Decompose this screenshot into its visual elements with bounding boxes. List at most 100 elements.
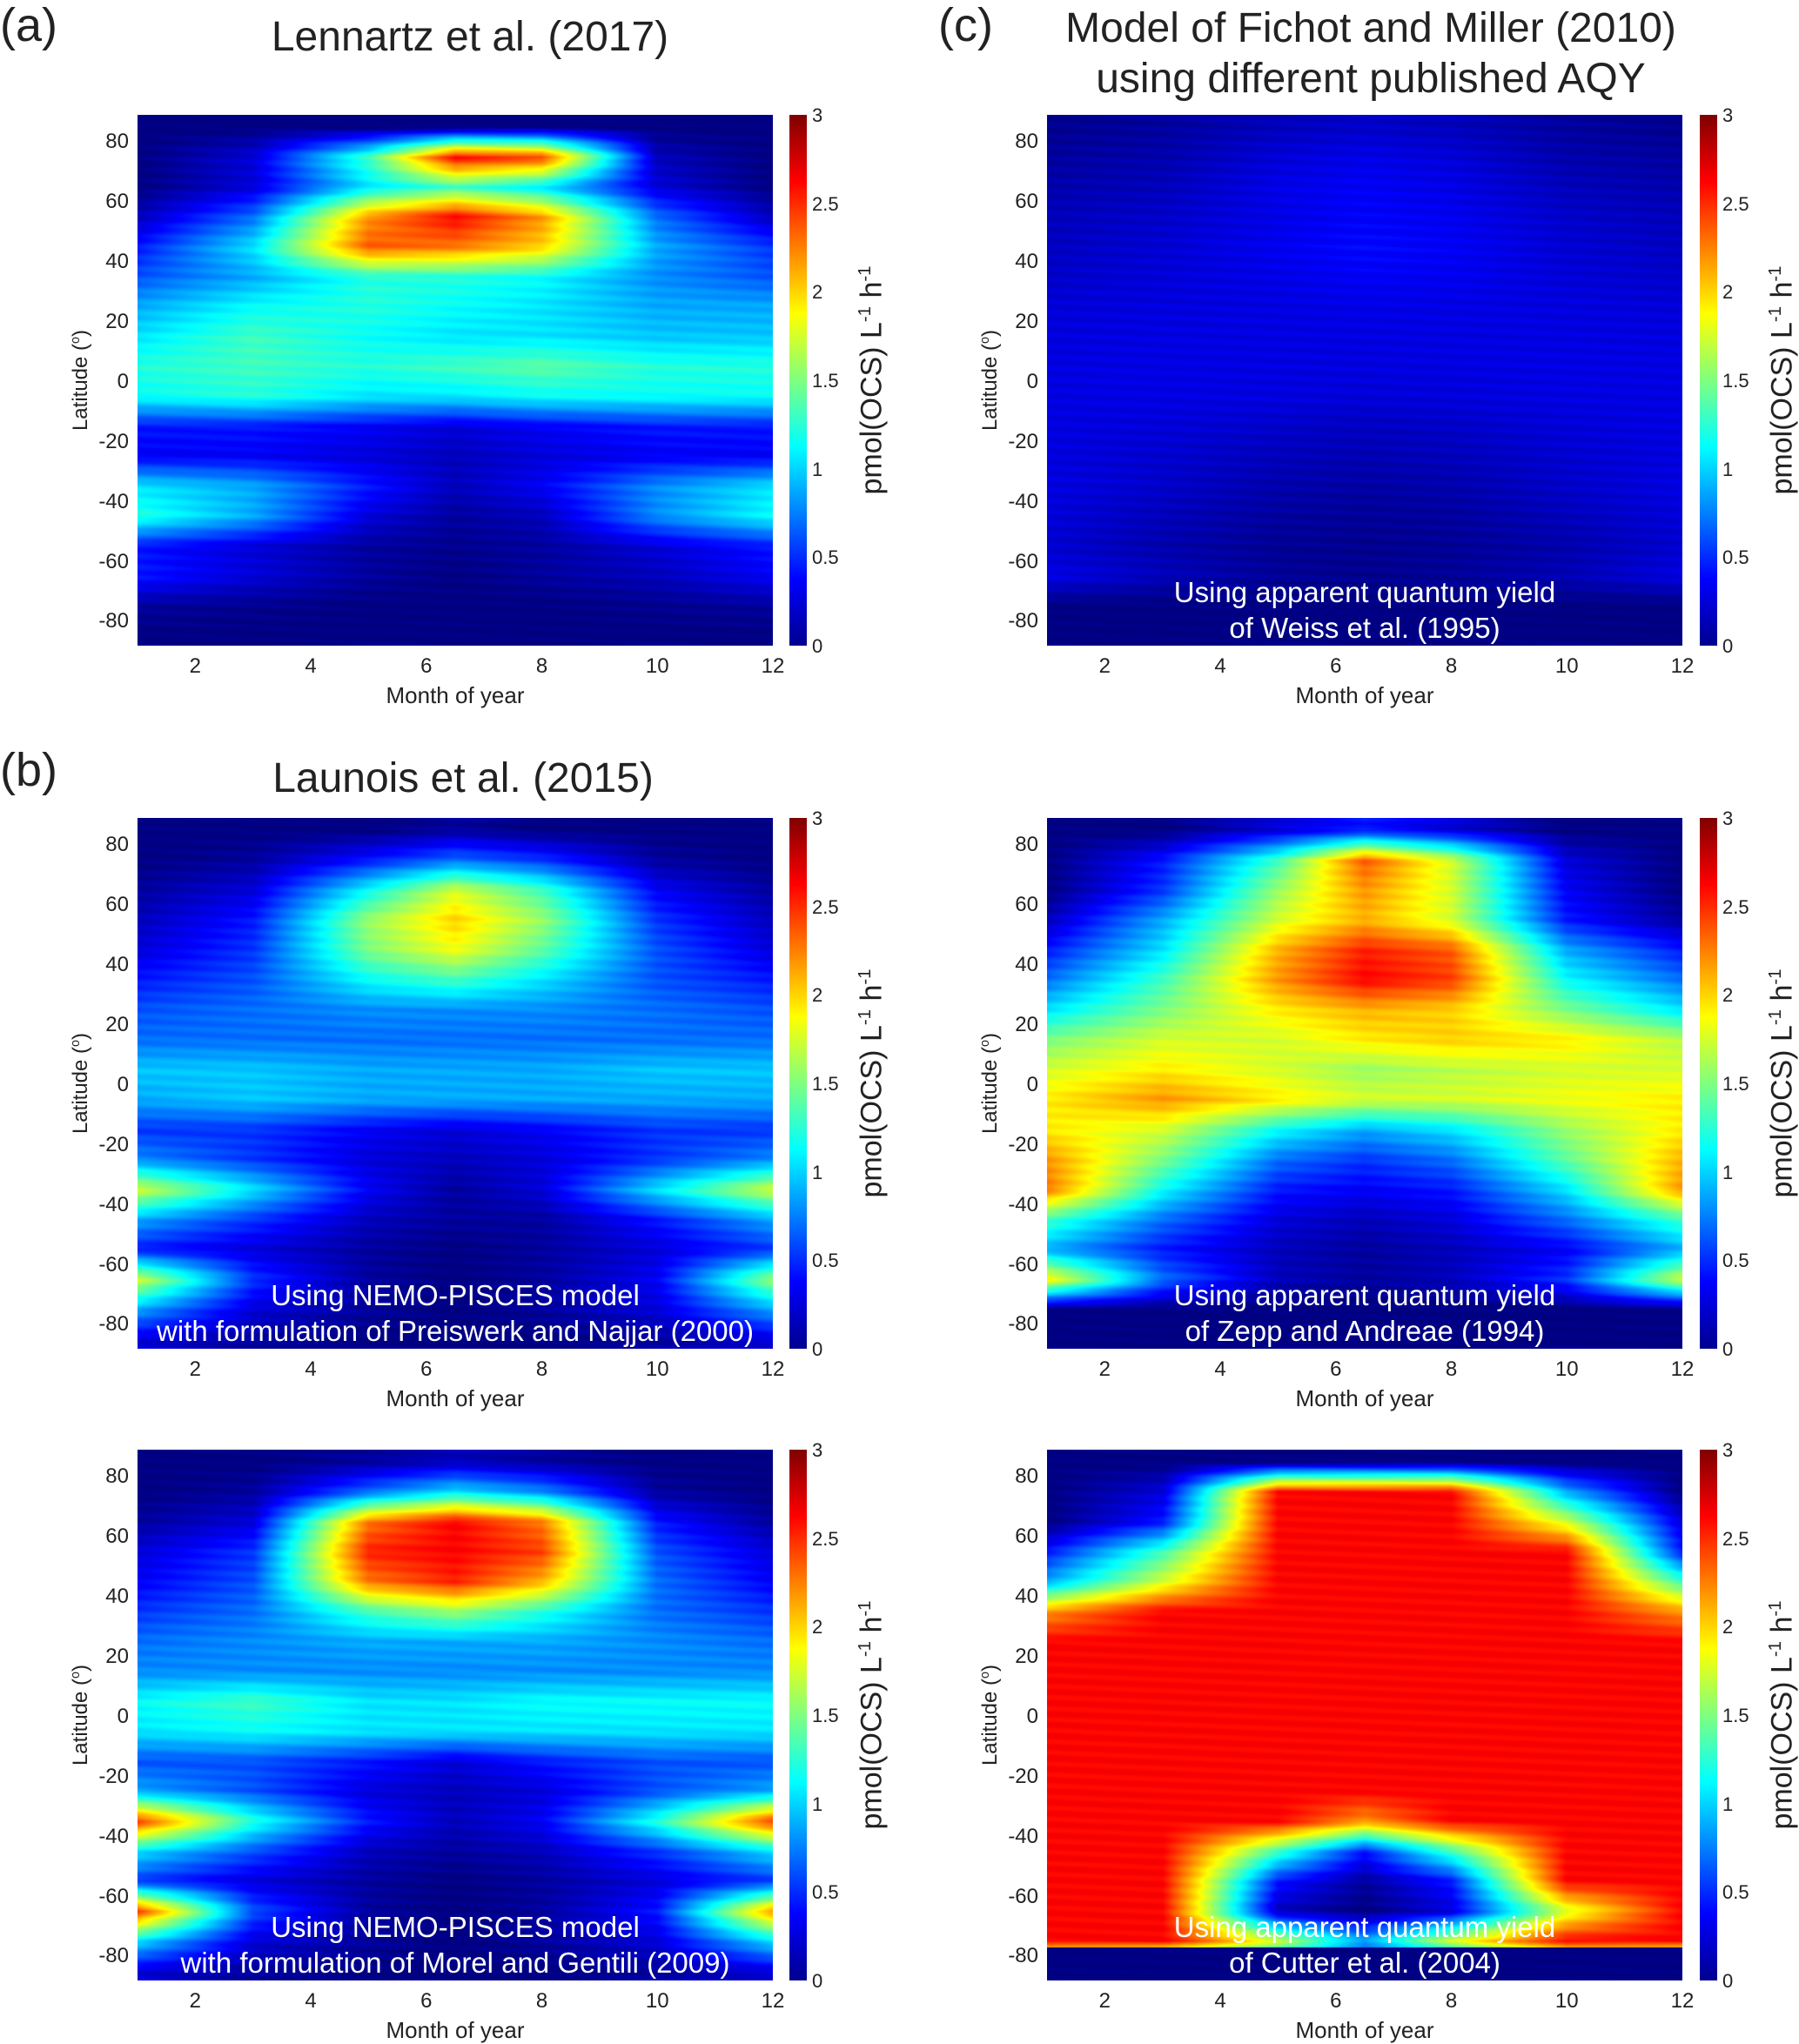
colorbar-label-part: h	[856, 282, 889, 306]
xtick-label: 2	[190, 1991, 201, 2012]
xtick-label: 4	[305, 1991, 316, 2012]
y-axis-label-part: )	[69, 1033, 92, 1040]
colorbar-tick-label: 3	[812, 1441, 822, 1460]
ytick-label: 20	[1015, 312, 1038, 332]
xtick-label: 6	[1330, 1991, 1341, 2012]
ytick-label: 40	[105, 1586, 129, 1607]
panel-label-b: (b)	[0, 747, 57, 794]
x-axis-label: Month of year	[386, 1385, 525, 1412]
xtick-label: 4	[1214, 656, 1225, 677]
y-axis-label-part: Latitude (	[69, 1047, 92, 1134]
colorbar-tick-label: 1.5	[812, 372, 839, 391]
y-axis-label-part: Latitude (	[978, 1047, 1002, 1134]
ytick-label: -20	[98, 432, 129, 452]
colorbar-label-part: pmol(OCS) L	[1766, 322, 1799, 494]
colorbar-label: pmol(OCS) L-1 h-1	[1766, 968, 1799, 1197]
ytick-label: 0	[117, 1706, 129, 1727]
xtick-label: 8	[1446, 1359, 1457, 1380]
colorbar-label-part: -1	[1766, 968, 1785, 984]
colorbar-tick-label: 2.5	[1722, 195, 1749, 214]
ytick-label: -20	[98, 1135, 129, 1156]
ytick-label: -60	[1008, 552, 1038, 573]
annotation-line: Using NEMO-PISCES model	[271, 1909, 640, 1945]
xtick-label: 6	[420, 656, 432, 677]
colorbar-b2	[789, 1450, 807, 1980]
colorbar-tick-label: 1.5	[1722, 372, 1749, 391]
colorbar-tick-label: 0.5	[1722, 1251, 1749, 1270]
colorbar-tick-label: 0	[1722, 1340, 1733, 1359]
colorbar-tick-label: 2	[1722, 283, 1733, 302]
colorbar-label-part: -1	[1766, 1641, 1785, 1657]
annotation-line: with formulation of Morel and Gentili (2…	[181, 1945, 730, 1980]
colorbar-label-part: -1	[856, 968, 875, 984]
colorbar-tick-label: 0.5	[812, 1251, 839, 1270]
y-axis-label-part: o	[978, 1672, 992, 1679]
y-axis-label: Latitude (o)	[69, 330, 93, 431]
ytick-label: 40	[1015, 251, 1038, 272]
xtick-label: 2	[1099, 1991, 1111, 2012]
ytick-label: -40	[1008, 1826, 1038, 1847]
annotation-line: of Zepp and Andreae (1994)	[1185, 1313, 1545, 1349]
colorbar-tick-label: 2	[1722, 1618, 1733, 1637]
colorbar-label-part: -1	[856, 306, 875, 322]
xtick-label: 12	[762, 1991, 785, 2012]
colorbar-label-part: pmol(OCS) L	[1766, 1025, 1799, 1197]
y-axis-label: Latitude (o)	[978, 1033, 1003, 1134]
colorbar-tick-label: 2.5	[1722, 1530, 1749, 1549]
xtick-label: 8	[536, 1359, 547, 1380]
y-axis-label: Latitude (o)	[69, 1665, 93, 1766]
y-axis-label-part: o	[69, 337, 83, 344]
colorbar-tick-label: 0.5	[1722, 548, 1749, 567]
ytick-label: -80	[1008, 1314, 1038, 1335]
heatmap-c2	[1047, 818, 1682, 1349]
colorbar-tick-label: 0	[812, 1972, 822, 1991]
ytick-label: 20	[105, 1646, 129, 1667]
colorbar-tick-label: 3	[812, 106, 822, 125]
xtick-label: 4	[1214, 1359, 1225, 1380]
colorbar-tick-label: 3	[1722, 809, 1733, 828]
title-lennartz: Lennartz et al. (2017)	[272, 12, 668, 63]
ytick-label: 0	[1027, 1706, 1038, 1727]
colorbar-label-part: h	[1766, 1617, 1799, 1641]
ytick-label: 60	[105, 895, 129, 915]
colorbar-tick-label: 1	[812, 460, 822, 479]
colorbar-label-part: pmol(OCS) L	[1766, 1657, 1799, 1829]
x-axis-label: Month of year	[1296, 1385, 1434, 1412]
colorbar-label-part: -1	[1766, 306, 1785, 322]
colorbar-label-part: -1	[1766, 1009, 1785, 1025]
heatmap-b2	[138, 1450, 773, 1980]
heatmap-b1	[138, 818, 773, 1349]
xtick-label: 12	[1671, 656, 1695, 677]
colorbar-label-part: h	[856, 1617, 889, 1641]
ytick-label: -80	[98, 611, 129, 632]
y-axis-label-part: )	[69, 1665, 92, 1672]
ytick-label: 60	[1015, 895, 1038, 915]
ytick-label: -80	[1008, 1946, 1038, 1967]
colorbar-tick-label: 2	[812, 986, 822, 1005]
xtick-label: 12	[762, 656, 785, 677]
colorbar-tick-label: 3	[812, 809, 822, 828]
y-axis-label-part: Latitude (	[978, 1679, 1002, 1766]
ytick-label: -60	[98, 1255, 129, 1276]
ytick-label: -40	[98, 492, 129, 513]
y-axis-label-part: o	[978, 337, 992, 344]
ytick-label: 80	[1015, 131, 1038, 152]
xtick-label: 6	[1330, 1359, 1341, 1380]
ytick-label: 80	[105, 131, 129, 152]
colorbar-label-part: pmol(OCS) L	[856, 1657, 889, 1829]
xtick-label: 8	[536, 656, 547, 677]
y-axis-label-part: o	[69, 1040, 83, 1047]
colorbar-tick-label: 1.5	[812, 1706, 839, 1726]
colorbar-label-part: pmol(OCS) L	[856, 322, 889, 494]
xtick-label: 2	[1099, 1359, 1111, 1380]
ytick-label: 40	[105, 251, 129, 272]
colorbar-tick-label: 1.5	[1722, 1075, 1749, 1094]
xtick-label: 10	[646, 1991, 669, 2012]
colorbar-label-part: h	[856, 985, 889, 1009]
annotation-line: of Weiss et al. (1995)	[1229, 610, 1500, 646]
xtick-label: 8	[536, 1991, 547, 2012]
colorbar-tick-label: 0.5	[812, 548, 839, 567]
ytick-label: -80	[98, 1314, 129, 1335]
ytick-label: 0	[1027, 1075, 1038, 1096]
annotation-line: Using apparent quantum yield	[1174, 574, 1555, 610]
